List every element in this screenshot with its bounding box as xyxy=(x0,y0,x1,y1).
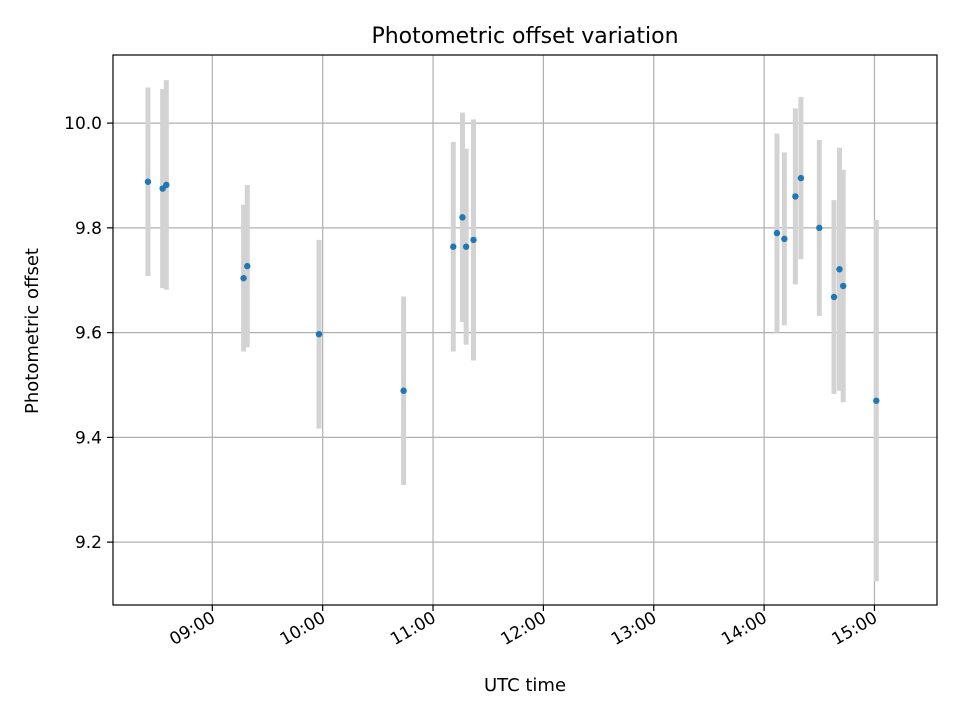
data-point xyxy=(873,397,880,404)
data-point xyxy=(773,229,781,237)
data-point xyxy=(459,214,466,221)
data-point xyxy=(816,224,823,232)
y-tick-label: 9.6 xyxy=(75,324,102,344)
data-point xyxy=(450,243,457,250)
x-axis-label: UTC time xyxy=(484,675,566,696)
data-point xyxy=(462,243,470,250)
data-point xyxy=(400,387,407,394)
grid xyxy=(113,55,937,605)
data-point xyxy=(163,181,170,189)
data-point xyxy=(470,236,477,244)
y-tick-label: 9.8 xyxy=(75,219,102,239)
chart-title: Photometric offset variation xyxy=(371,24,678,49)
data-point xyxy=(836,266,843,273)
y-tick-label: 10.0 xyxy=(64,114,102,134)
data-point xyxy=(781,235,788,243)
data-point xyxy=(797,174,805,182)
y-tick-label: 9.4 xyxy=(75,428,102,448)
data-point xyxy=(830,293,838,301)
y-axis-ticks: 9.2 9.4 9.6 9.8 10.0 xyxy=(64,114,113,553)
data-point xyxy=(792,193,799,200)
y-tick-label: 9.2 xyxy=(75,533,102,553)
data-point xyxy=(144,178,152,185)
data-point xyxy=(839,282,847,290)
axes-frame xyxy=(112,54,938,606)
data-point xyxy=(240,274,247,282)
y-axis-label: Photometric offset xyxy=(22,248,43,414)
data-point xyxy=(315,330,323,338)
data-point xyxy=(244,262,251,270)
data-points xyxy=(144,174,880,404)
